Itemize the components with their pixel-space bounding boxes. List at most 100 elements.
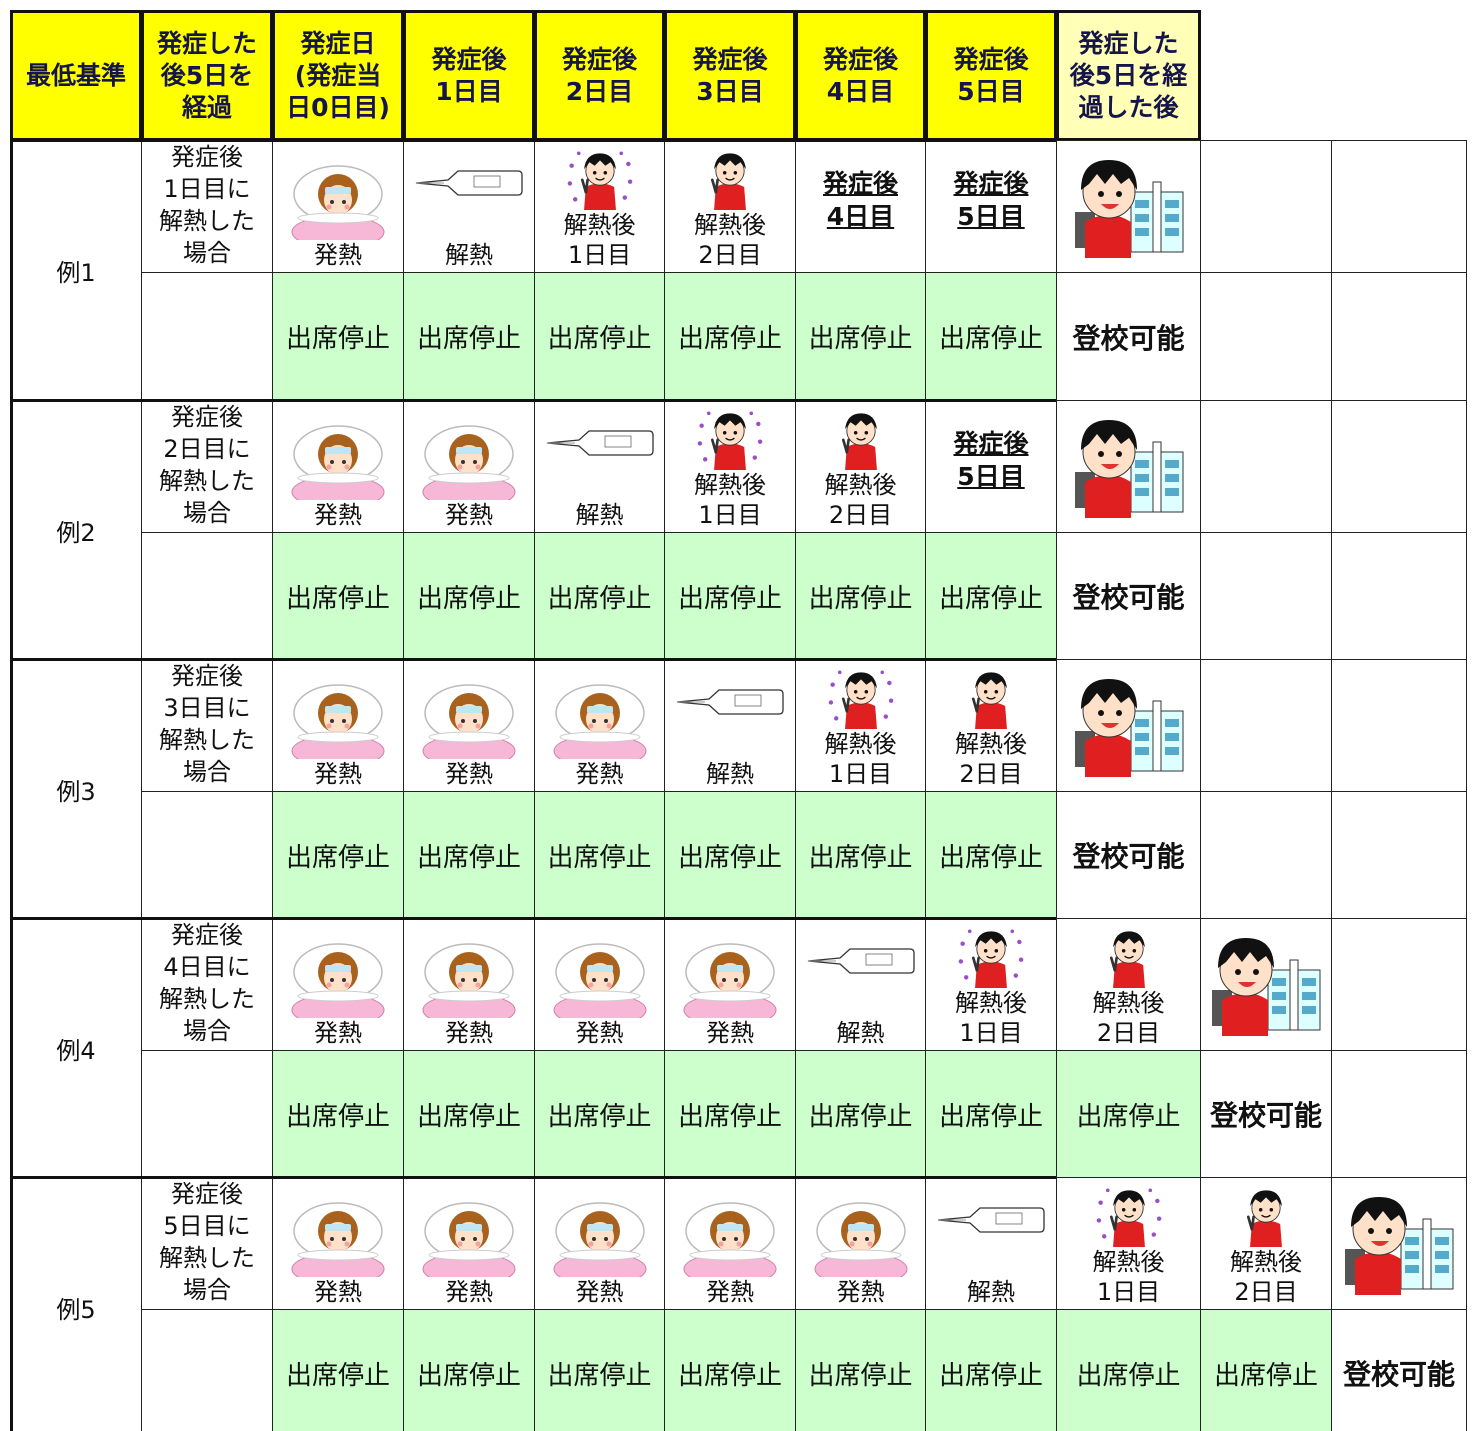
day-cell: 発熱 <box>534 918 665 1051</box>
status-cell: 登校可能 <box>1331 1309 1467 1431</box>
status-cell-text: 出席停止 <box>416 1360 521 1391</box>
day-cell-text: 発熱 <box>314 501 362 529</box>
status-cell: 出席停止 <box>403 1309 535 1431</box>
condition: 発症後 4日目に 解熱した 場合 <box>141 918 273 1051</box>
sick-icon <box>422 1202 516 1277</box>
empty-cell <box>1200 791 1332 919</box>
day-cell: 発熱 <box>664 918 796 1051</box>
header-cell-text: 発症した 後5日を 経過 <box>156 28 257 122</box>
day-cell: 発熱 <box>272 1177 404 1310</box>
status-cell: 出席停止 <box>403 1050 535 1178</box>
status-cell-text: 出席停止 <box>416 842 521 873</box>
status-cell: 出席停止 <box>272 532 404 660</box>
day-cell-text: 発熱 <box>575 760 624 788</box>
day-cell: 発症後 4日目 <box>795 140 926 273</box>
status-cell-text: 登校可能 <box>1072 840 1185 873</box>
header-cell: 発症した 後5日を経 過した後 <box>1056 10 1201 141</box>
header-cell: 最低基準 <box>10 10 142 141</box>
day-cell-text: 解熱後 2日目 <box>955 730 1027 788</box>
day-cell-text: 発熱 <box>445 501 493 529</box>
status-cell: 登校可能 <box>1200 1050 1332 1178</box>
left-border <box>10 10 13 1431</box>
status-cell: 出席停止 <box>534 532 665 660</box>
school-cell <box>1331 1177 1467 1310</box>
empty-cell <box>1200 140 1332 273</box>
example-label-text: 例4 <box>56 1036 96 1065</box>
day-cell: 発熱 <box>403 1177 535 1310</box>
thermo-icon <box>545 430 654 456</box>
day-cell: 解熱後 1日目 <box>534 140 665 273</box>
status-cell: 出席停止 <box>925 532 1057 660</box>
day-cell-text: 解熱後 1日目 <box>955 989 1027 1047</box>
status-cell-text: 出席停止 <box>808 1101 913 1132</box>
header-cell-text: 発症後 1日目 <box>431 44 507 106</box>
condition: 発症後 2日目に 解熱した 場合 <box>141 400 273 533</box>
header-cell: 発症後 5日目 <box>925 10 1057 141</box>
day-cell: 解熱後 1日目 <box>664 400 796 533</box>
empty-cell <box>141 1309 273 1431</box>
sick-icon <box>683 1202 777 1277</box>
thermo-icon <box>937 1207 1045 1233</box>
status-cell-text: 出席停止 <box>677 1360 782 1391</box>
status-cell: 登校可能 <box>1056 532 1201 660</box>
school-icon <box>1074 159 1183 258</box>
day-cell-text: 解熱 <box>445 241 493 269</box>
day-cell-text: 解熱後 2日目 <box>1092 989 1165 1047</box>
school-icon <box>1074 678 1183 777</box>
day-cell: 解熱後 2日目 <box>1200 1177 1332 1310</box>
day-cell-text: 発熱 <box>314 241 362 269</box>
school-icon <box>1344 1196 1454 1295</box>
header-cell-text: 発症した 後5日を経 過した後 <box>1069 28 1188 122</box>
status-cell: 出席停止 <box>403 532 535 660</box>
status-cell-text: 出席停止 <box>285 324 390 354</box>
empty-cell <box>141 791 273 919</box>
empty-cell <box>1331 791 1467 919</box>
status-cell-text: 出席停止 <box>547 1360 652 1391</box>
sick-icon <box>291 425 385 500</box>
status-cell: 出席停止 <box>795 272 926 401</box>
empty-cell <box>141 1050 273 1178</box>
status-cell-text: 出席停止 <box>416 583 521 614</box>
status-cell-text: 出席停止 <box>808 583 913 614</box>
sick-icon <box>422 684 516 759</box>
day-cell: 解熱後 1日目 <box>795 659 926 792</box>
status-cell: 出席停止 <box>534 1309 665 1431</box>
day-cell: 解熱 <box>534 400 665 533</box>
day-cell: 解熱 <box>403 140 535 273</box>
example-label-text: 例3 <box>56 777 96 806</box>
status-cell-text: 出席停止 <box>677 583 782 614</box>
status-cell: 出席停止 <box>925 1309 1057 1431</box>
sick-icon <box>291 943 385 1018</box>
condition-text: 発症後 3日目に 解熱した 場合 <box>159 662 255 786</box>
status-cell-text: 出席停止 <box>808 1360 913 1391</box>
status-cell: 出席停止 <box>664 532 796 660</box>
day-cell-text: 解熱後 1日目 <box>563 211 636 269</box>
example-label: 例3 <box>10 659 142 919</box>
status-cell: 出席停止 <box>925 791 1057 919</box>
day-cell-text: 解熱後 2日目 <box>824 471 897 529</box>
status-cell: 出席停止 <box>272 1050 404 1178</box>
empty-cell <box>1200 400 1332 533</box>
status-cell-text: 出席停止 <box>1213 1360 1318 1391</box>
day-cell: 解熱 <box>925 1177 1057 1310</box>
day-cell-text: 発症後 5日目 <box>953 168 1029 231</box>
example-label: 例5 <box>10 1177 142 1431</box>
status-cell: 出席停止 <box>1056 1309 1201 1431</box>
status-cell: 出席停止 <box>534 272 665 401</box>
boy-icon <box>828 670 893 729</box>
day-cell: 発熱 <box>403 918 535 1051</box>
day-cell-text: 解熱 <box>575 501 624 529</box>
example-label: 例1 <box>10 140 142 401</box>
status-cell: 出席停止 <box>534 791 665 919</box>
boy-icon <box>958 929 1024 988</box>
status-cell: 出席停止 <box>403 272 535 401</box>
thermo-icon <box>415 170 523 196</box>
day-cell-text: 解熱 <box>706 760 754 788</box>
sick-icon <box>552 1202 647 1277</box>
status-cell: 出席停止 <box>795 532 926 660</box>
day-cell-text: 発熱 <box>445 760 493 788</box>
school-cell <box>1056 400 1201 533</box>
sick-icon <box>813 1202 908 1277</box>
day-cell-text: 解熱後 2日目 <box>694 211 766 269</box>
